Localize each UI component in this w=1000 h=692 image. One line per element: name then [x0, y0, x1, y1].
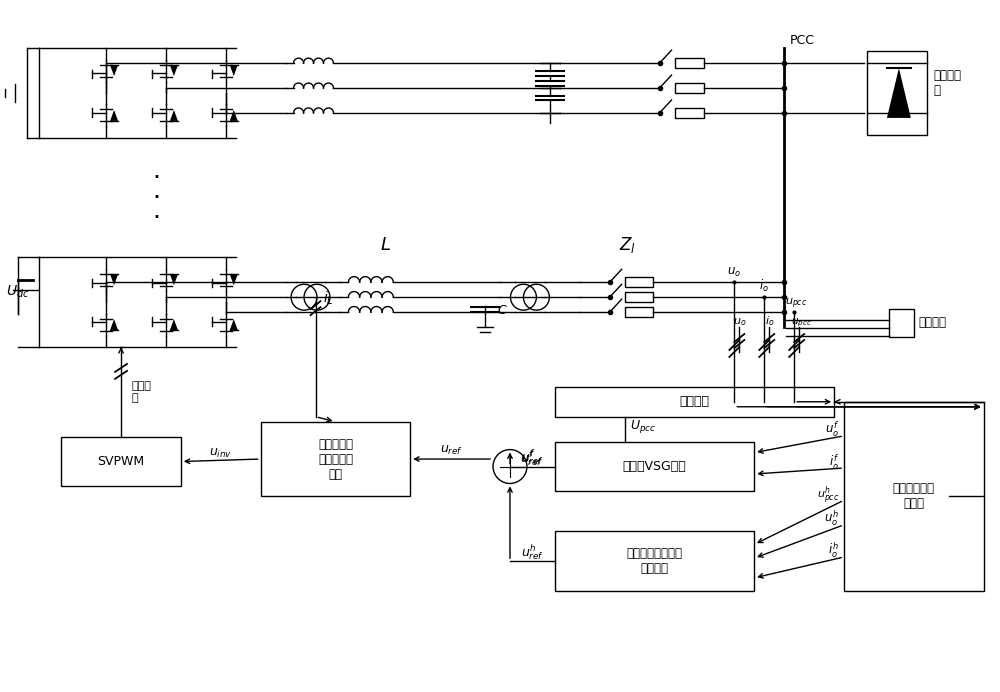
- Text: $u_{pcc}^h$: $u_{pcc}^h$: [817, 484, 839, 507]
- Bar: [844, 402, 984, 591]
- Text: $u_o^f$: $u_o^f$: [825, 420, 839, 439]
- Text: $i_o^h$: $i_o^h$: [828, 541, 839, 561]
- Text: ·: ·: [152, 206, 160, 230]
- Bar: [675, 108, 704, 118]
- Polygon shape: [110, 65, 118, 76]
- Text: $u_{ref}$: $u_{ref}$: [440, 444, 463, 457]
- Polygon shape: [170, 65, 178, 76]
- Text: $Z_l$: $Z_l$: [619, 235, 636, 255]
- Text: $u_o^h$: $u_o^h$: [824, 509, 839, 528]
- Text: $U_{dc}$: $U_{dc}$: [6, 284, 30, 300]
- Bar: [625, 277, 653, 287]
- Text: $U_{pcc}$: $U_{pcc}$: [630, 418, 656, 435]
- Bar: [261, 421, 410, 496]
- Bar: [555, 387, 834, 417]
- Text: SVPWM: SVPWM: [97, 455, 145, 468]
- Polygon shape: [110, 110, 118, 121]
- Text: 驱动信
号: 驱动信 号: [131, 381, 151, 403]
- Bar: [625, 292, 653, 302]
- Text: PCC: PCC: [790, 34, 815, 47]
- Text: $i_o^f$: $i_o^f$: [829, 452, 839, 471]
- Text: $i_o$: $i_o$: [765, 314, 774, 328]
- Bar: [61, 437, 181, 486]
- Text: $u_o$: $u_o$: [727, 266, 741, 280]
- Polygon shape: [170, 110, 178, 121]
- Bar: [625, 307, 653, 317]
- Bar: [555, 531, 754, 591]
- Text: $u_{ref}^h$: $u_{ref}^h$: [521, 542, 544, 562]
- Polygon shape: [230, 319, 238, 330]
- Polygon shape: [887, 68, 911, 118]
- Text: $u_o$: $u_o$: [733, 316, 746, 328]
- Text: $i_o$: $i_o$: [759, 278, 769, 294]
- Text: $u_{ref}^f$: $u_{ref}^f$: [521, 448, 544, 467]
- Bar: [889, 309, 914, 337]
- Text: 基波域VSG控制: 基波域VSG控制: [623, 460, 686, 473]
- Text: $i_L$: $i_L$: [323, 289, 334, 307]
- Bar: [867, 51, 927, 135]
- Text: 幅值计算: 幅值计算: [679, 395, 709, 408]
- Text: $C$: $C$: [497, 304, 508, 317]
- Bar: [675, 83, 704, 93]
- Polygon shape: [170, 274, 178, 285]
- Text: 谐波域自适应谐波
补偿控制: 谐波域自适应谐波 补偿控制: [627, 547, 683, 575]
- Text: $u_{pcc}$: $u_{pcc}$: [791, 316, 812, 329]
- Text: 电压外环电
流内环双环
控制: 电压外环电 流内环双环 控制: [318, 437, 353, 480]
- Text: $u_{ref}^f$: $u_{ref}^f$: [520, 448, 543, 468]
- Text: 非线性负
荷: 非线性负 荷: [934, 69, 962, 97]
- Bar: [555, 441, 754, 491]
- Text: $u_{inv}$: $u_{inv}$: [209, 446, 232, 459]
- Text: 基波和谐波分
量分离: 基波和谐波分 量分离: [893, 482, 935, 511]
- Text: ·: ·: [152, 165, 160, 190]
- Text: ·: ·: [152, 185, 160, 210]
- Polygon shape: [110, 319, 118, 330]
- Polygon shape: [230, 274, 238, 285]
- Text: 线性负荷: 线性负荷: [919, 316, 947, 329]
- Polygon shape: [170, 319, 178, 330]
- Polygon shape: [230, 65, 238, 76]
- Text: $u_{pcc}$: $u_{pcc}$: [785, 297, 807, 311]
- Polygon shape: [230, 110, 238, 121]
- Polygon shape: [110, 274, 118, 285]
- Text: $L$: $L$: [380, 237, 391, 255]
- Bar: [675, 58, 704, 68]
